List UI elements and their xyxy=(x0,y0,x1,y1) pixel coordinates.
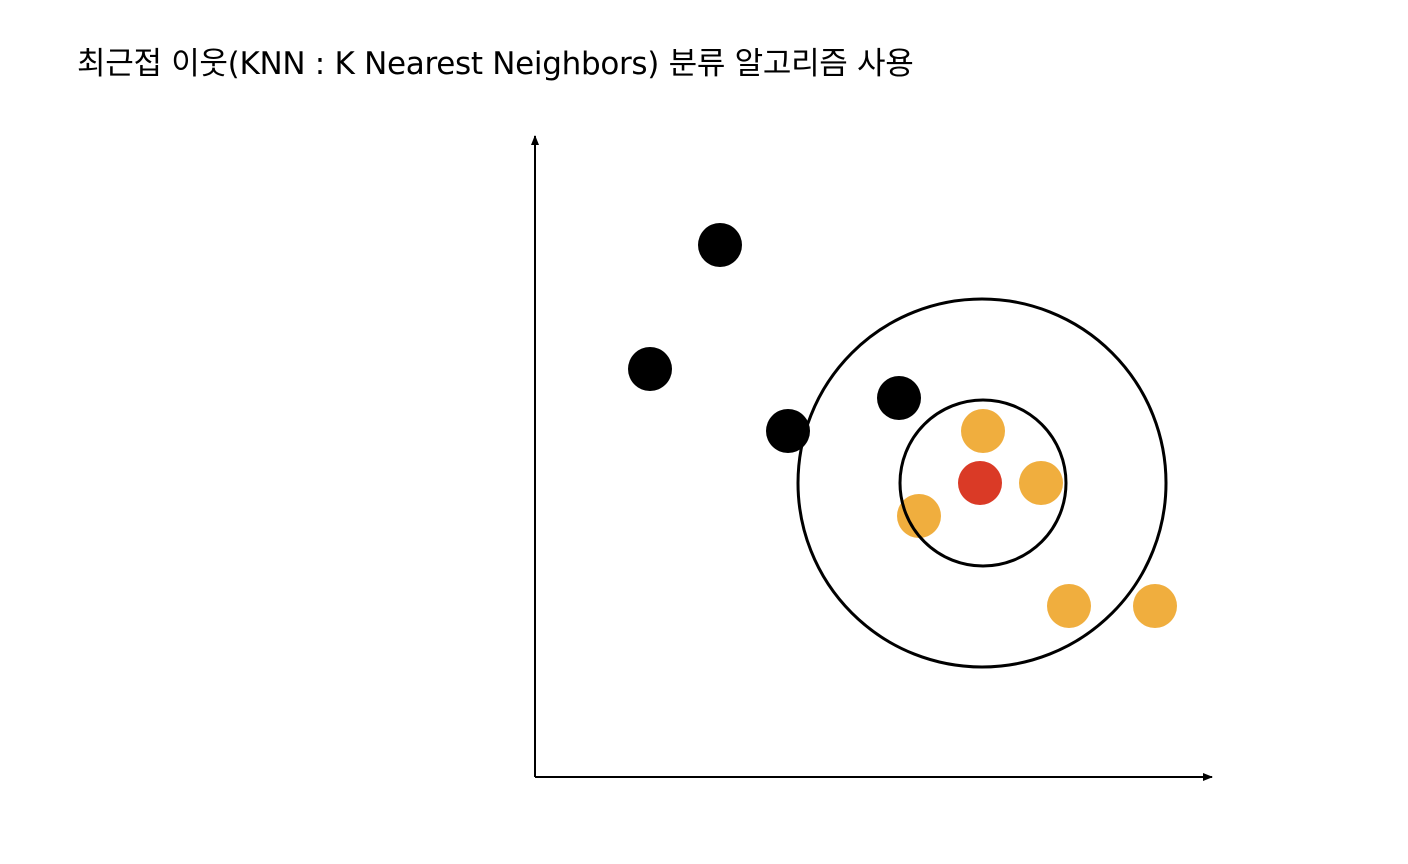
slide-title: 최근접 이웃(KNN : K Nearest Neighbors) 분류 알고리… xyxy=(77,46,914,82)
class-b-point xyxy=(1133,584,1177,628)
class-b-point xyxy=(1019,461,1063,505)
class-b-point xyxy=(961,409,1005,453)
class-a-point xyxy=(766,409,810,453)
class-a-point xyxy=(628,347,672,391)
class-b-point xyxy=(1047,584,1091,628)
class-b-point xyxy=(897,494,941,538)
outer-neighborhood-circle xyxy=(796,297,1168,669)
class-a-point xyxy=(877,376,921,420)
inner-neighborhood-circle xyxy=(898,398,1068,568)
query-point xyxy=(958,461,1002,505)
class-a-point xyxy=(698,223,742,267)
